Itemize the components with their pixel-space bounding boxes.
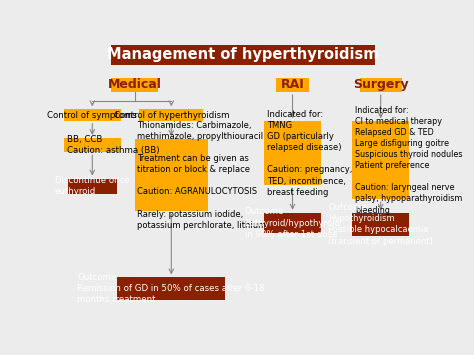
FancyBboxPatch shape [110,78,158,92]
Text: RAI: RAI [281,78,304,92]
Text: Indicated for:
TMNG
GD (particularly
relapsed disease)

Caution: pregnancy,
TED,: Indicated for: TMNG GD (particularly rel… [267,110,352,197]
FancyBboxPatch shape [352,121,409,199]
Text: Thionamides: Carbimazole,
methimazole, propylthiouracil

Treatment can be given : Thionamides: Carbimazole, methimazole, p… [137,121,267,230]
Text: Surgery: Surgery [353,78,409,92]
FancyBboxPatch shape [64,109,121,121]
Text: Outcome
Remission of GD in 50% of cases after 6-18
months treatment: Outcome Remission of GD in 50% of cases … [77,273,265,304]
FancyBboxPatch shape [67,179,117,193]
FancyBboxPatch shape [352,213,409,236]
FancyBboxPatch shape [64,138,121,152]
Text: Control of hyperthyroidism: Control of hyperthyroidism [114,110,229,120]
Text: Outcome
Hypothyroidism
Possible hypocalcaemia
(transient or permanent): Outcome Hypothyroidism Possible hypocalc… [328,203,433,246]
FancyBboxPatch shape [264,213,321,233]
Text: Discontinue once
euthyroid: Discontinue once euthyroid [55,176,130,196]
Text: Control of symptoms: Control of symptoms [47,110,137,120]
Text: Outcome
Euthyroid/hypothyroid
in 90% after 1st dose: Outcome Euthyroid/hypothyroid in 90% aft… [245,207,340,239]
Text: Medical: Medical [108,78,162,92]
FancyBboxPatch shape [264,121,321,185]
FancyBboxPatch shape [276,78,309,92]
FancyBboxPatch shape [360,78,402,92]
FancyBboxPatch shape [135,139,208,211]
Text: Indicated for:
CI to medical therapy
Relapsed GD & TED
Large disfiguring goitre
: Indicated for: CI to medical therapy Rel… [355,106,463,214]
FancyBboxPatch shape [139,109,203,121]
FancyBboxPatch shape [117,277,226,300]
Text: Management of hyperthyroidism: Management of hyperthyroidism [107,48,379,62]
Text: BB, CCB
Caution: asthma (BB): BB, CCB Caution: asthma (BB) [67,135,159,155]
FancyBboxPatch shape [110,45,375,65]
